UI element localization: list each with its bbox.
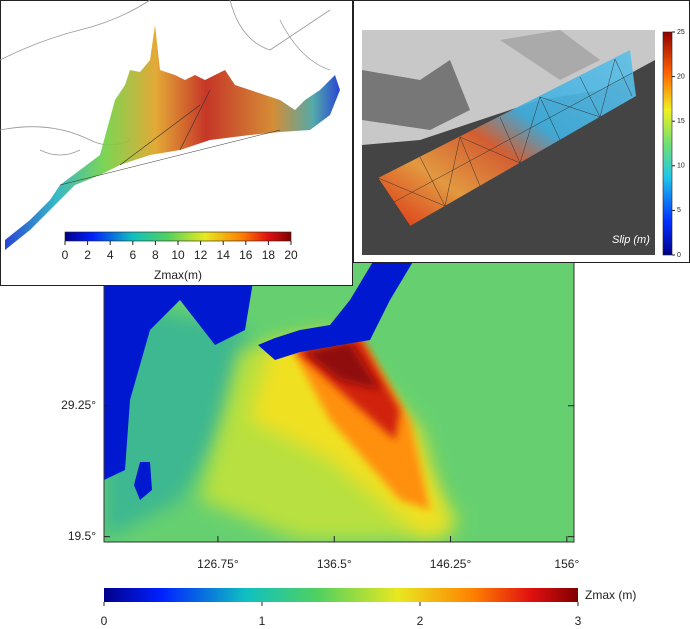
colorbar-tick-label: 18 bbox=[262, 248, 276, 262]
y-tick-label: 29.25° bbox=[61, 398, 96, 412]
colorbar-tick-label: 15 bbox=[677, 118, 685, 125]
x-tick-label: 146.25° bbox=[430, 557, 472, 571]
colorbar-label: Zmax (m) bbox=[585, 588, 636, 602]
colorbar-label: Zmax(m) bbox=[154, 268, 202, 282]
x-tick-label: 136.5° bbox=[317, 557, 352, 571]
colorbar-axis: 0 5 10 15 20 25 bbox=[672, 29, 685, 259]
colorbar-tick-label: 12 bbox=[194, 248, 208, 262]
colorbar-axis: 0 2 4 6 8 10 12 14 16 18 20 bbox=[62, 241, 298, 262]
inset-slip bbox=[353, 0, 690, 263]
colorbar-tick-label: 25 bbox=[677, 29, 685, 36]
colorbar-tick-label: 1 bbox=[259, 614, 266, 628]
colorbar-tick-label: 5 bbox=[677, 207, 681, 214]
colorbar-label: Slip (m) bbox=[612, 234, 650, 246]
colorbar-tick-label: 6 bbox=[129, 248, 136, 262]
colorbar-tick-label: 0 bbox=[677, 252, 681, 259]
colorbar-tick-label: 16 bbox=[239, 248, 253, 262]
colorbar-tick-label: 0 bbox=[62, 248, 69, 262]
colorbar-tick-label: 2 bbox=[84, 248, 91, 262]
colorbar-tick-label: 3 bbox=[575, 614, 582, 628]
tsunami-map bbox=[104, 240, 574, 542]
colorbar-tick-label: 2 bbox=[417, 614, 424, 628]
colorbar-tick-label: 20 bbox=[284, 248, 298, 262]
colorbar-tick-label: 0 bbox=[101, 614, 108, 628]
colorbar-axis: 0 1 2 3 bbox=[101, 602, 582, 628]
inset-3d bbox=[0, 0, 353, 286]
colorbar-tick-label: 8 bbox=[152, 248, 159, 262]
colorbar-tick-label: 4 bbox=[107, 248, 114, 262]
x-tick-label: 156° bbox=[554, 557, 579, 571]
x-tick-label: 126.75° bbox=[197, 557, 239, 571]
colorbar-tick-label: 20 bbox=[677, 73, 685, 80]
colorbar-tick-label: 10 bbox=[677, 163, 685, 170]
colorbar-tick-label: 10 bbox=[171, 248, 185, 262]
colorbar bbox=[104, 588, 578, 602]
y-tick-label: 19.5° bbox=[68, 529, 96, 543]
colorbar-tick-label: 14 bbox=[217, 248, 231, 262]
